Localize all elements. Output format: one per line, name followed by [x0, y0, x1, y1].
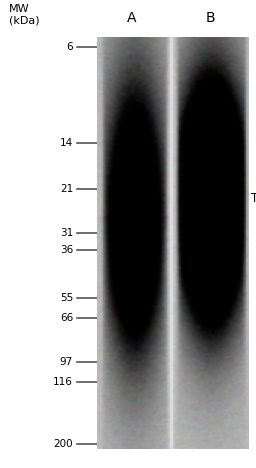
Text: 97: 97: [60, 357, 73, 367]
Text: MW
(kDa): MW (kDa): [9, 4, 39, 25]
Text: A: A: [127, 11, 136, 25]
Text: 116: 116: [53, 377, 73, 387]
Text: 36: 36: [60, 245, 73, 255]
Text: 66: 66: [60, 314, 73, 323]
Text: 31: 31: [60, 228, 73, 238]
Text: 55: 55: [60, 293, 73, 303]
Text: 6: 6: [67, 42, 73, 52]
Text: 21: 21: [60, 184, 73, 194]
Text: 14: 14: [60, 138, 73, 148]
Text: 200: 200: [54, 439, 73, 449]
Text: B: B: [206, 11, 215, 25]
Text: Tir8: Tir8: [251, 192, 256, 205]
